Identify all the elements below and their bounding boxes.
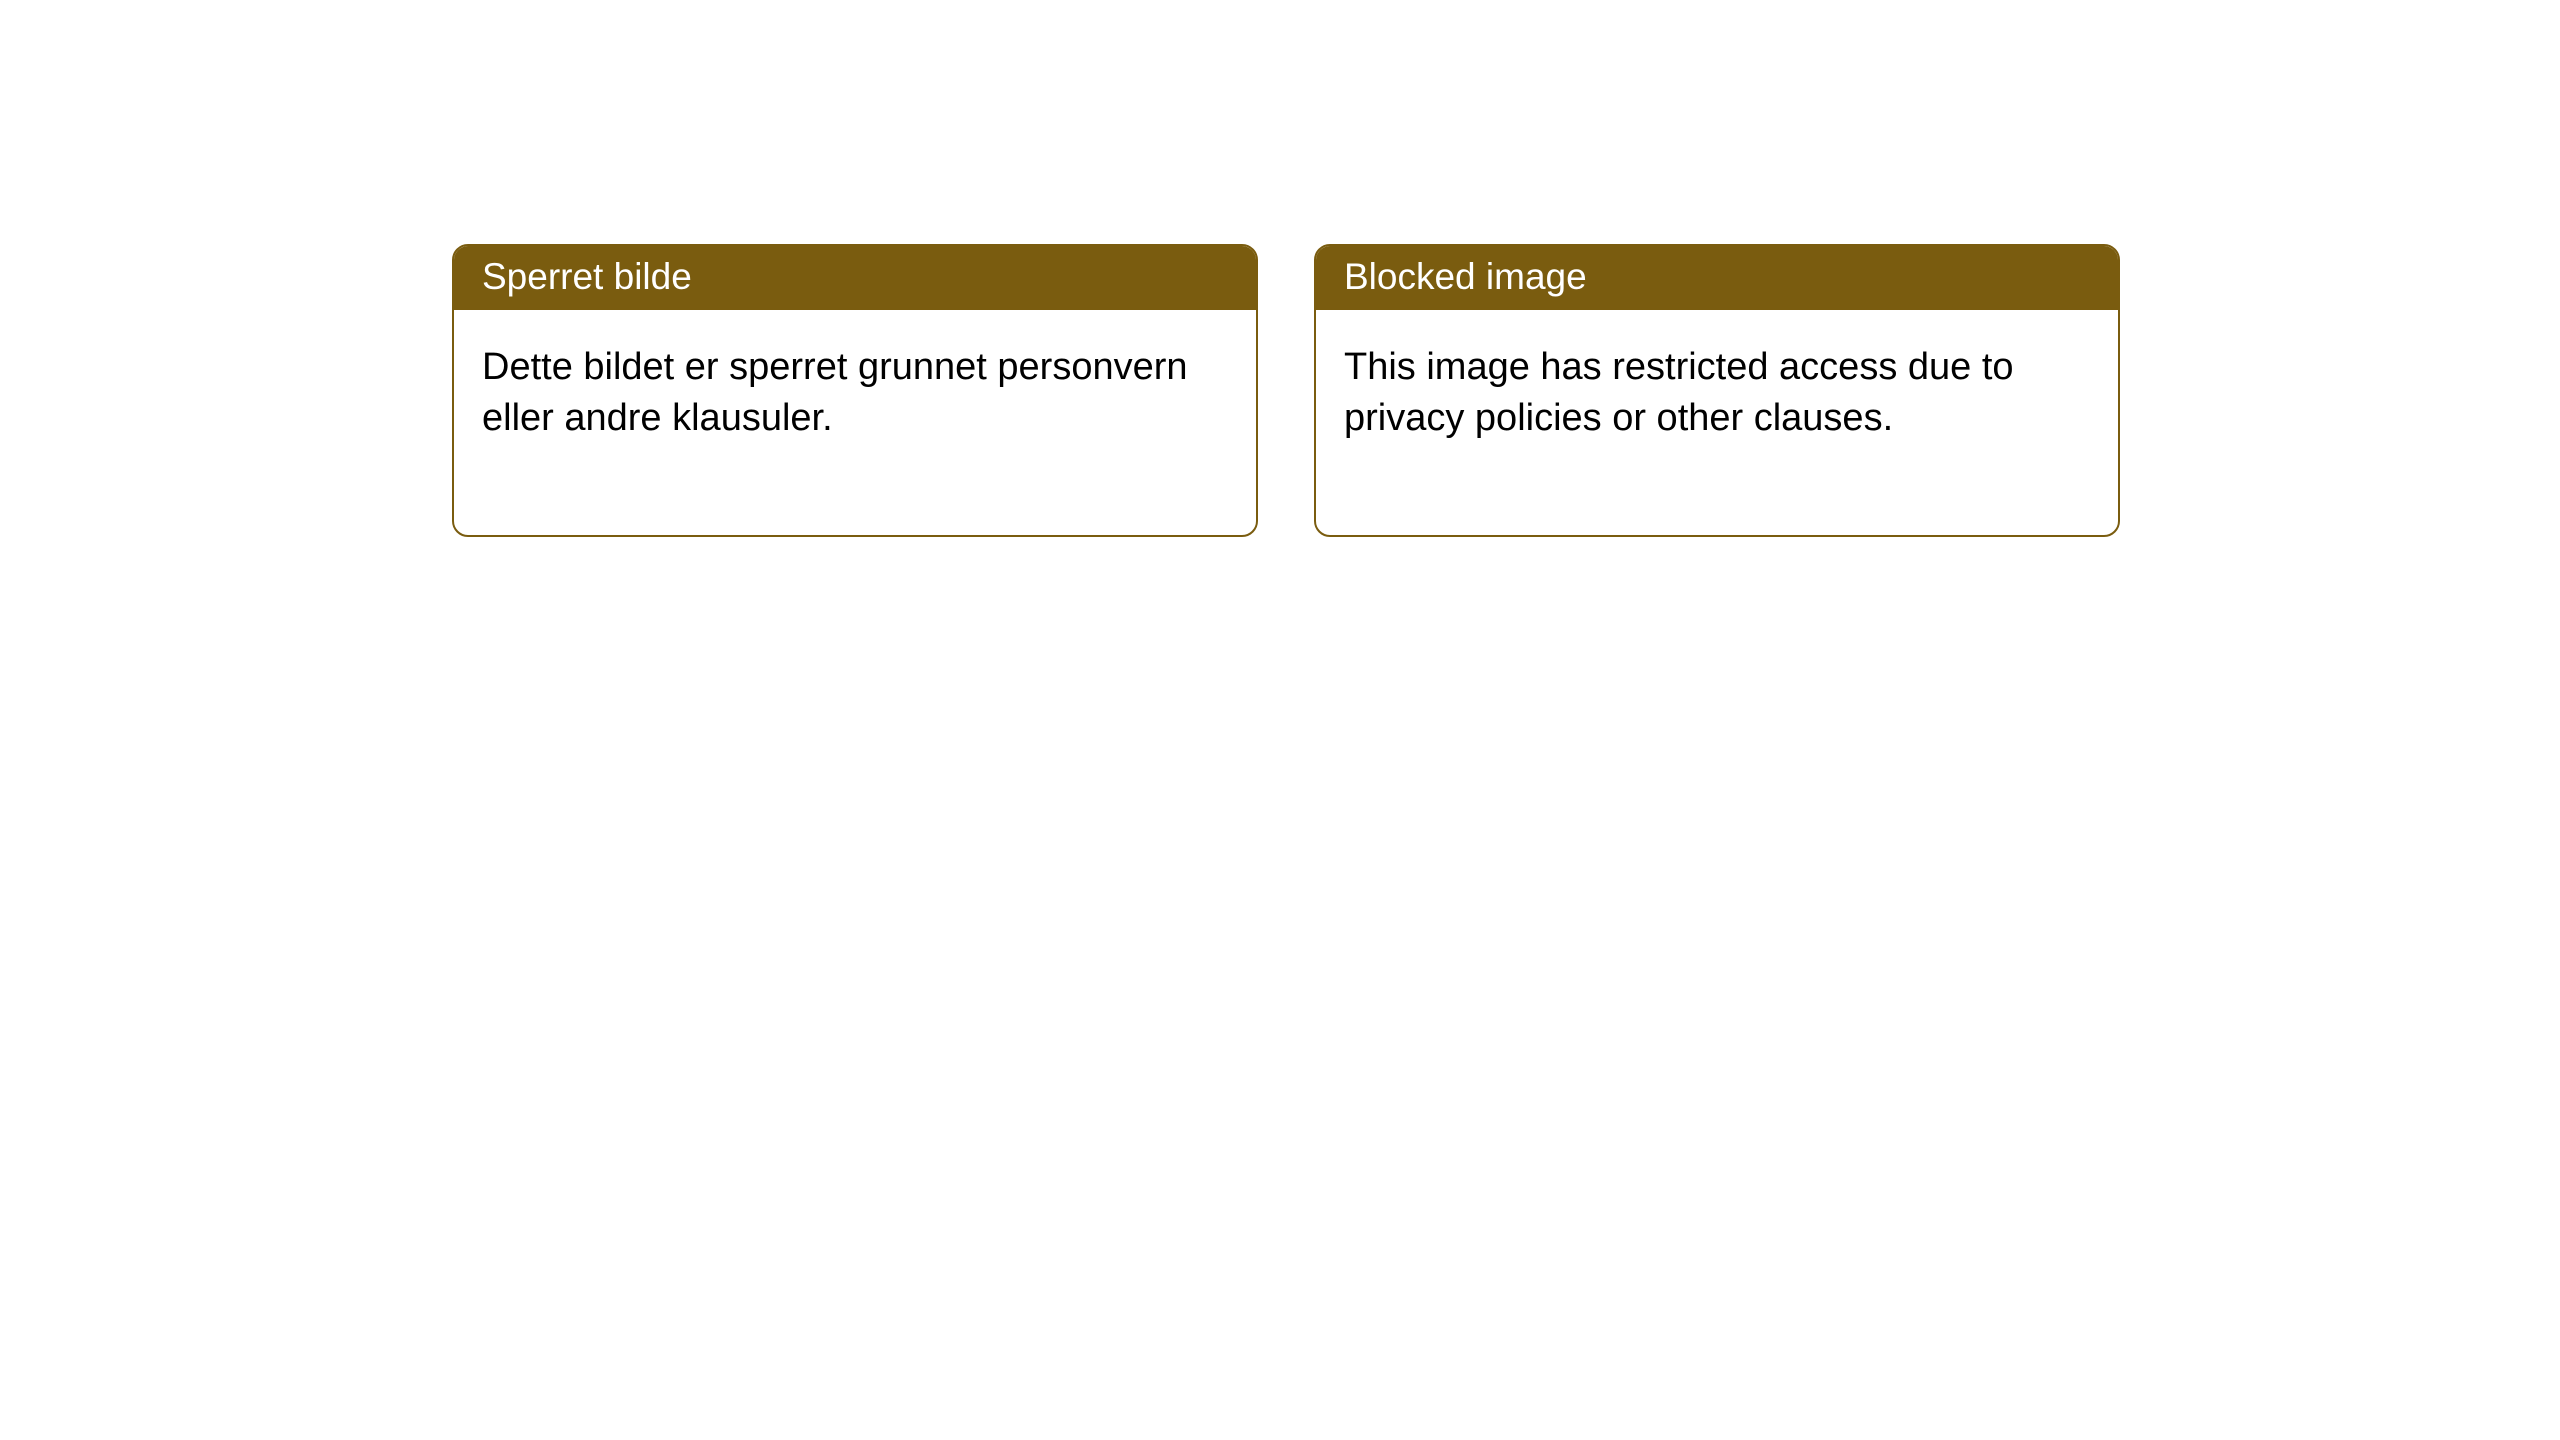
notice-body-norwegian: Dette bildet er sperret grunnet personve… [454, 310, 1256, 535]
notice-card-english: Blocked image This image has restricted … [1314, 244, 2120, 537]
notice-card-norwegian: Sperret bilde Dette bildet er sperret gr… [452, 244, 1258, 537]
notice-body-english: This image has restricted access due to … [1316, 310, 2118, 535]
notice-title-english: Blocked image [1316, 246, 2118, 310]
notice-title-norwegian: Sperret bilde [454, 246, 1256, 310]
notice-container: Sperret bilde Dette bildet er sperret gr… [0, 0, 2560, 537]
